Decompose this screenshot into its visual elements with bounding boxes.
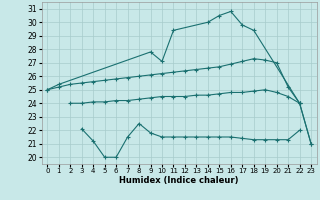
X-axis label: Humidex (Indice chaleur): Humidex (Indice chaleur) — [119, 176, 239, 185]
